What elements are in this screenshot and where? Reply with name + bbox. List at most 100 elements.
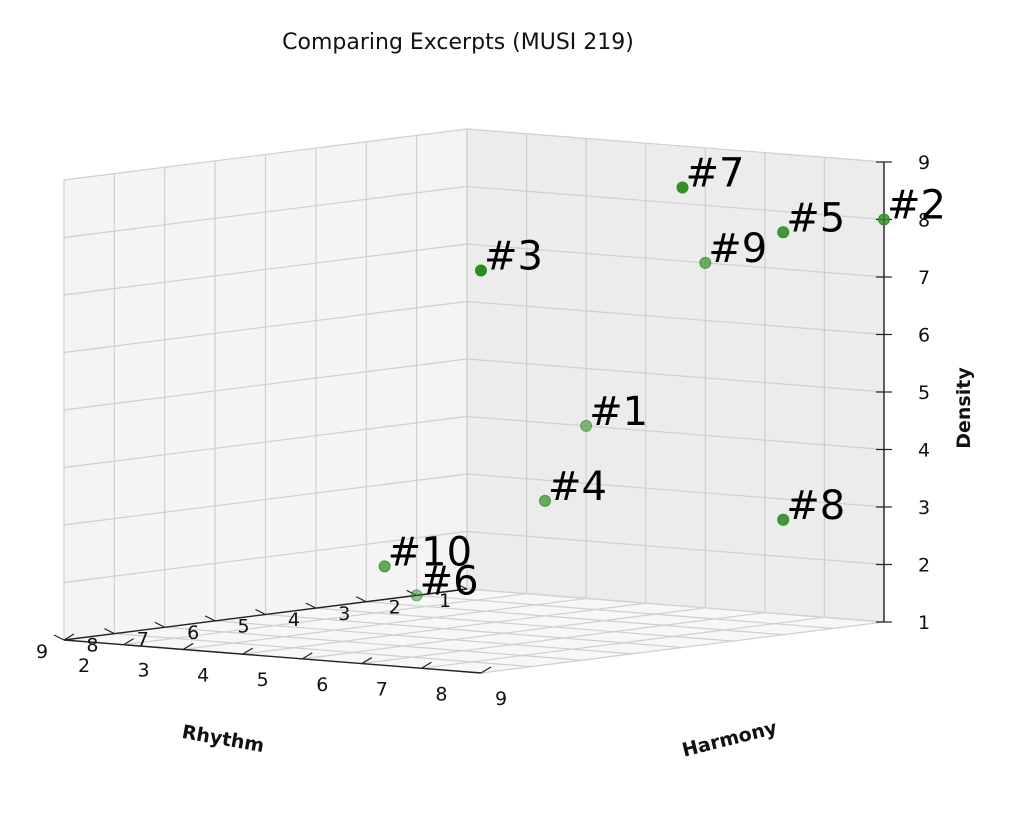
data-point bbox=[410, 589, 423, 602]
gridline-z-left bbox=[63, 358, 468, 411]
y-tick-label: 6 bbox=[316, 674, 328, 696]
data-point bbox=[378, 560, 391, 573]
gridline-z-right bbox=[466, 588, 885, 623]
point-label: #4 bbox=[548, 464, 607, 510]
z-tick-label: 4 bbox=[918, 440, 930, 462]
data-point bbox=[878, 213, 890, 226]
y-tick-label: 2 bbox=[78, 655, 90, 677]
gridline-y-floor bbox=[123, 593, 527, 646]
y-tick-mark bbox=[361, 657, 373, 665]
x-tick-label: 6 bbox=[187, 622, 199, 644]
gridline-z-right bbox=[466, 300, 885, 336]
gridline-z-left bbox=[63, 300, 468, 354]
gridline-y-floor bbox=[242, 602, 646, 655]
x-tick-label: 8 bbox=[86, 635, 98, 657]
gridline-z-right bbox=[466, 185, 885, 221]
data-point bbox=[538, 494, 551, 507]
point-label: #8 bbox=[786, 483, 845, 529]
gridline-z-right bbox=[466, 128, 885, 163]
gridline-z-left bbox=[63, 243, 468, 296]
point-label: #3 bbox=[484, 234, 543, 280]
x-tick-mark bbox=[104, 628, 115, 635]
gridline-z-left bbox=[63, 128, 468, 181]
data-point bbox=[580, 419, 593, 432]
chart-points: #6 #1 #9 #4 #10 #2 #5 #8 #7 #3 bbox=[378, 151, 946, 604]
z-tick-label: 2 bbox=[918, 555, 930, 577]
y-tick-mark bbox=[480, 666, 492, 674]
y-tick-label: 5 bbox=[257, 669, 269, 691]
gridline-x-floor bbox=[366, 601, 784, 636]
point-label: #1 bbox=[589, 389, 648, 435]
gridline-x-floor bbox=[114, 633, 532, 668]
gridline-z-right bbox=[466, 530, 885, 566]
y-tick-mark bbox=[242, 647, 254, 655]
data-point bbox=[475, 264, 487, 277]
point-label: #2 bbox=[887, 183, 946, 229]
gridline-x-floor bbox=[164, 626, 582, 661]
z-axis-label: Density bbox=[953, 367, 975, 449]
x-tick-label: 1 bbox=[439, 590, 451, 612]
gridline-y-floor bbox=[421, 616, 825, 669]
x-tick-mark bbox=[456, 583, 468, 590]
chart-title: Comparing Excerpts (MUSI 219) bbox=[282, 30, 634, 55]
y-tick-label: 9 bbox=[495, 688, 507, 710]
x-tick-label: 4 bbox=[288, 609, 300, 631]
x-tick-mark bbox=[355, 596, 367, 603]
gridline-z-left bbox=[63, 530, 468, 584]
x-tick-label: 2 bbox=[389, 596, 401, 618]
gridline-x-floor bbox=[315, 607, 733, 642]
y-tick-mark bbox=[421, 661, 432, 669]
point-label: #10 bbox=[388, 529, 472, 575]
x-tick-mark bbox=[255, 608, 266, 616]
x-tick-label: 3 bbox=[338, 603, 350, 625]
y-axis-line bbox=[63, 639, 482, 674]
x-tick-mark bbox=[204, 615, 216, 622]
gridline-y-floor bbox=[183, 597, 587, 651]
x-tick-mark bbox=[53, 634, 65, 641]
y-tick-mark bbox=[301, 652, 313, 660]
gridline-x-floor bbox=[215, 620, 633, 655]
gridline-z-right bbox=[466, 358, 885, 393]
z-tick-label: 8 bbox=[918, 210, 930, 232]
z-tick-label: 9 bbox=[918, 152, 930, 174]
gridline-z-left bbox=[63, 473, 468, 526]
y-tick-label: 4 bbox=[197, 664, 209, 686]
y-tick-mark bbox=[182, 642, 194, 650]
data-point bbox=[777, 226, 790, 239]
gridline-y-floor bbox=[480, 621, 885, 674]
z-tick-label: 6 bbox=[918, 325, 930, 347]
z-tick-label: 1 bbox=[918, 612, 930, 634]
gridline-y-floor bbox=[361, 611, 765, 665]
point-label: #6 bbox=[420, 558, 479, 604]
gridline-z-right bbox=[466, 473, 885, 508]
gridline-z-right bbox=[466, 243, 885, 278]
y-tick-label: 7 bbox=[376, 679, 388, 701]
point-label: #9 bbox=[708, 226, 767, 272]
y-tick-mark bbox=[63, 633, 75, 641]
z-tick-label: 7 bbox=[918, 267, 930, 289]
gridline-z-right bbox=[466, 415, 885, 451]
point-label: #5 bbox=[786, 195, 845, 241]
x-tick-label: 9 bbox=[36, 641, 48, 663]
z-tick-label: 5 bbox=[918, 382, 930, 404]
y-axis-label: Harmony bbox=[680, 717, 780, 762]
data-point bbox=[699, 256, 712, 269]
x-tick-label: 5 bbox=[237, 616, 249, 638]
data-point bbox=[676, 181, 689, 194]
x-tick-mark bbox=[154, 621, 166, 628]
y-tick-label: 3 bbox=[138, 660, 150, 682]
x-tick-label: 7 bbox=[137, 628, 149, 650]
gridline-z-left bbox=[63, 185, 468, 239]
gridline-x-floor bbox=[416, 594, 834, 629]
data-point bbox=[777, 513, 790, 526]
gridline-y-floor bbox=[302, 607, 706, 660]
x-tick-mark bbox=[305, 602, 317, 609]
gridline-z-left bbox=[63, 415, 468, 469]
point-label: #7 bbox=[686, 151, 745, 197]
y-tick-label: 8 bbox=[435, 683, 447, 705]
gridline-x-floor bbox=[265, 613, 683, 649]
y-tick-mark bbox=[123, 638, 134, 646]
z-tick-label: 3 bbox=[918, 497, 930, 519]
x-axis-label: Rhythm bbox=[180, 721, 266, 757]
